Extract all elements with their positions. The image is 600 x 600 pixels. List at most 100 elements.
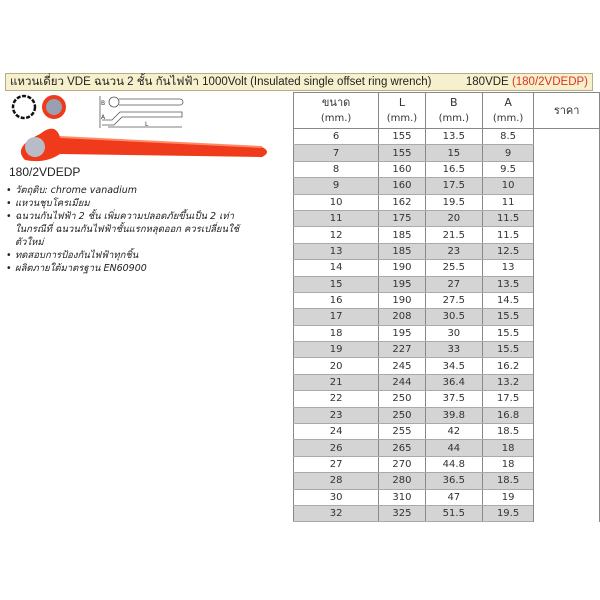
table-cell: 310 (378, 489, 426, 506)
table-cell: 15.5 (481, 341, 535, 359)
price-column (533, 128, 600, 522)
table-row: 23 250 39.8 16.8 (292, 407, 600, 425)
table-cell: 14.5 (481, 292, 535, 310)
table-row: 16 190 27.5 14.5 (292, 292, 600, 310)
header-unit: (mm.) (438, 113, 470, 124)
table-cell: 20 (292, 357, 380, 375)
table-cell: 22 (292, 390, 380, 408)
table-cell: 265 (378, 439, 426, 457)
table-cell: 250 (378, 407, 426, 425)
header-label: L (398, 96, 406, 109)
table-cell: 19.5 (424, 194, 483, 211)
header-unit: (mm.) (386, 113, 418, 124)
table-cell: 155 (378, 144, 426, 162)
table-cell: 18 (481, 456, 535, 474)
table-row: 27 270 44.8 18 (292, 456, 600, 474)
code-alt: (180/2VDEDP) (511, 76, 588, 88)
table-cell: 17.5 (481, 390, 535, 408)
table-row: 10 162 19.5 11 (292, 194, 600, 211)
table-cell: 30 (424, 325, 483, 343)
table-cell: 44.8 (424, 456, 483, 474)
table-cell: 27.5 (424, 292, 483, 310)
table-cell: 11 (292, 210, 380, 228)
table-cell: 15.5 (481, 308, 535, 326)
table-row: 22 250 37.5 17.5 (292, 390, 600, 408)
table-cell: 30.5 (424, 308, 483, 326)
table-row: 18 195 30 15.5 (292, 325, 600, 343)
table-cell: 245 (378, 357, 426, 375)
table-cell: 18.5 (481, 472, 535, 490)
feature-item: วัตถุดิบ: chrome vanadium (6, 184, 246, 197)
table-cell: 27 (292, 456, 380, 474)
table-cell: 195 (378, 276, 426, 293)
table-cell: 17 (292, 308, 380, 326)
table-row: 9 160 17.5 10 (292, 177, 600, 195)
table-cell: 190 (378, 292, 426, 310)
table-cell: 162 (378, 194, 426, 211)
header-unit: (mm.) (320, 113, 352, 124)
wrench-product-image: B A L (11, 94, 267, 162)
table-row: 21 244 36.4 13.2 (292, 374, 600, 392)
table-cell: 195 (378, 325, 426, 343)
table-cell: 37.5 (424, 390, 483, 408)
table-cell: 21 (292, 374, 380, 392)
label-l: L (145, 121, 149, 128)
table-cell: 13.5 (481, 276, 535, 293)
table-cell: 42 (424, 423, 483, 441)
table-cell: 26 (292, 439, 380, 457)
table-cell: 17.5 (424, 177, 483, 195)
table-row: 8 160 16.5 9.5 (292, 161, 600, 179)
table-cell: 9 (292, 177, 380, 195)
feature-item: ฉนวนกันไฟฟ้า 2 ชั้น เพิ่มความปลอดภัยขึ้น… (6, 210, 246, 249)
table-cell: 15 (424, 144, 483, 162)
table-cell: 18.5 (481, 423, 535, 441)
table-row: 26 265 44 18 (292, 439, 600, 457)
table-row: 15 195 27 13.5 (292, 276, 600, 293)
table-cell: 11 (481, 194, 535, 211)
table-cell: 15 (292, 276, 380, 293)
table-row: 30 310 47 19 (292, 489, 600, 506)
header-label: B (450, 96, 458, 109)
table-row: 6 155 13.5 8.5 (292, 128, 600, 522)
table-cell: 280 (378, 472, 426, 490)
table-cell: 16.5 (424, 161, 483, 179)
table-cell: 21.5 (424, 226, 483, 244)
ring-profile-icon (11, 94, 66, 120)
feature-list: วัตถุดิบ: chrome vanadium แหวนชุบโครเมีย… (6, 184, 246, 275)
table-cell: 10 (292, 194, 380, 211)
table-cell: 255 (378, 423, 426, 441)
table-cell: 9 (481, 144, 535, 162)
table-cell: 34.5 (424, 357, 483, 375)
table-cell: 19 (292, 341, 380, 359)
table-cell: 47 (424, 489, 483, 506)
table-cell: 28 (292, 472, 380, 490)
wrench-icon (20, 128, 267, 162)
table-cell: 270 (378, 456, 426, 474)
table-cell: 16.8 (481, 407, 535, 425)
table-cell: 155 (378, 128, 426, 146)
feature-item: แหวนชุบโครเมียม (6, 197, 246, 210)
column-header: B (mm.) (424, 92, 483, 129)
product-title: แหวนเดี่ยว VDE ฉนวน 2 ชั้น กันไฟฟ้า 1000… (10, 76, 432, 88)
table-row: 7 155 15 9 (292, 144, 600, 162)
table-cell: 24 (292, 423, 380, 441)
table-cell: 325 (378, 505, 426, 523)
table-cell: 36.5 (424, 472, 483, 490)
table-cell: 185 (378, 243, 426, 261)
table-cell: 8 (292, 161, 380, 179)
label-a: A (101, 114, 106, 121)
table-cell: 6 (292, 128, 380, 146)
table-cell: 9.5 (481, 161, 535, 179)
table-cell: 32 (292, 505, 380, 523)
table-cell: 33 (424, 341, 483, 359)
product-code: 180VDE (180/2VDEDP) (466, 74, 588, 90)
table-cell: 16 (292, 292, 380, 310)
table-cell: 30 (292, 489, 380, 506)
table-cell: 8.5 (481, 128, 535, 146)
table-cell: 11.5 (481, 210, 535, 228)
table-cell: 23 (292, 407, 380, 425)
table-row: 14 190 25.5 13 (292, 259, 600, 277)
table-cell: 13.2 (481, 374, 535, 392)
column-header: ราคา (533, 92, 600, 129)
table-cell: 36.4 (424, 374, 483, 392)
